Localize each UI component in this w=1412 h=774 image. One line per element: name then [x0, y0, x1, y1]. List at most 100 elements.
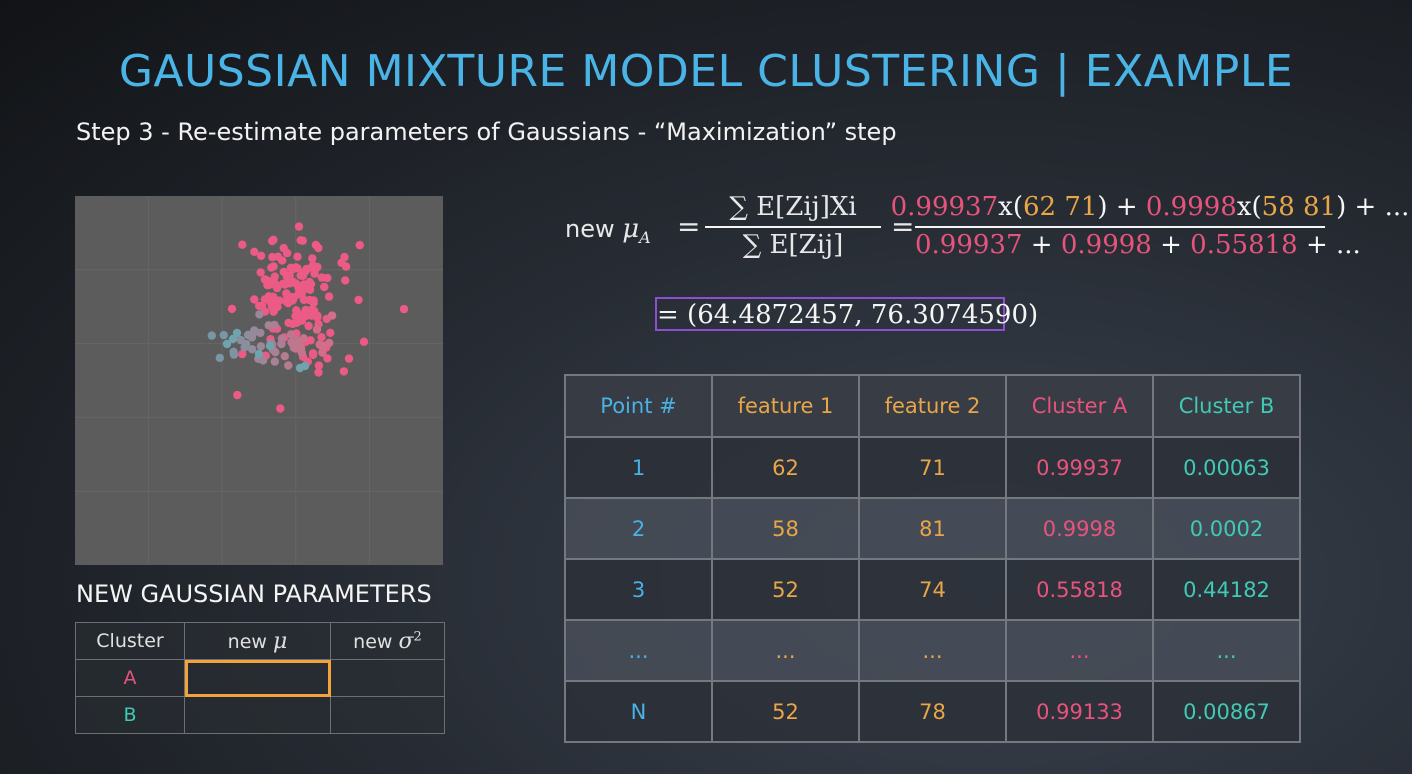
params-a-sigma-cell	[330, 659, 445, 697]
scatter-point	[258, 356, 268, 365]
table-cell: 0.99133	[1005, 680, 1154, 743]
scatter-point	[280, 352, 289, 361]
params-title: NEW GAUSSIAN PARAMETERS	[76, 580, 432, 608]
scatter-point	[270, 272, 279, 281]
table-cell: 2	[564, 497, 713, 560]
scatter-point	[296, 236, 305, 245]
scatter-plot	[75, 196, 443, 565]
scatter-point	[317, 333, 326, 342]
rhs-denominator-segment: 0.99937	[915, 229, 1023, 260]
scatter-point	[279, 243, 288, 253]
rhs-numerator-segment: 0.99937	[890, 192, 999, 222]
table-cell: 52	[711, 680, 860, 743]
table-cell: ...	[1005, 619, 1154, 682]
scatter-point	[275, 296, 284, 305]
params-b-mu-cell	[184, 696, 331, 734]
table-cell: 81	[858, 497, 1007, 560]
scatter-point	[248, 329, 257, 338]
rhs-denominator-segment: 0.55818	[1190, 229, 1298, 260]
scatter-point	[320, 282, 329, 292]
scatter-point	[266, 297, 275, 306]
scatter-point	[286, 330, 296, 339]
rhs-fraction: 0.99937x(62 71) + 0.9998x(58 81) + ... 0…	[891, 192, 1410, 260]
scatter-point	[269, 262, 278, 271]
scatter-point	[293, 252, 302, 261]
points-table: Point # feature 1 feature 2 Cluster A Cluste…	[564, 374, 1301, 743]
scatter-point	[256, 342, 266, 351]
rhs-denominator-segment: +	[1022, 229, 1061, 260]
scatter-svg	[75, 196, 443, 565]
table-cell: 0.55818	[1005, 558, 1154, 621]
rhs-numerator-segment: 62 71	[1022, 192, 1098, 222]
points-header-cell: Cluster B	[1152, 374, 1301, 438]
lhs-denominator: ∑ E[Zij]	[742, 229, 844, 260]
table-cell: ...	[711, 619, 860, 682]
params-header-sigma: new σ2	[330, 622, 445, 660]
params-b-sigma-cell	[330, 696, 445, 734]
scatter-point	[282, 289, 291, 298]
scatter-point	[298, 282, 308, 292]
scatter-point	[287, 337, 296, 347]
table-cell: 71	[858, 436, 1007, 499]
scatter-point	[215, 353, 224, 363]
table-cell: ...	[564, 619, 713, 682]
table-cell: ...	[858, 619, 1007, 682]
scatter-point	[318, 348, 327, 357]
params-header-cluster: Cluster	[75, 622, 185, 660]
scatter-point	[307, 305, 316, 314]
scatter-point	[269, 235, 278, 244]
scatter-point	[341, 276, 350, 285]
scatter-point	[315, 340, 324, 349]
rhs-numerator-segment: x(	[1236, 192, 1262, 222]
scatter-point	[255, 310, 264, 319]
scatter-point	[355, 240, 364, 250]
rhs-numerator-segment: 58 81	[1261, 192, 1337, 222]
formula-lhs-label: new μA	[565, 214, 651, 247]
scatter-point	[303, 264, 312, 274]
scatter-point	[278, 279, 288, 288]
scatter-point	[250, 247, 259, 256]
table-cell: 0.00063	[1152, 436, 1301, 499]
scatter-point	[248, 345, 257, 354]
table-row: 3 52 74 0.55818 0.44182	[564, 558, 1301, 621]
scatter-point	[291, 263, 301, 272]
scatter-point	[292, 306, 301, 315]
table-cell: N	[564, 680, 713, 743]
scatter-point	[269, 307, 278, 316]
scatter-point	[232, 328, 242, 338]
table-cell: 0.9998	[1005, 497, 1154, 560]
scatter-point	[265, 341, 275, 351]
scatter-point	[228, 334, 238, 344]
scatter-point	[300, 361, 310, 371]
rhs-numerator-segment: x(	[998, 192, 1023, 222]
scatter-point	[339, 367, 349, 376]
scatter-point	[238, 349, 247, 359]
scatter-point	[254, 349, 264, 359]
scatter-point	[308, 254, 317, 263]
table-row: N 52 78 0.99133 0.00867	[564, 680, 1301, 743]
scatter-point	[276, 404, 285, 413]
scatter-point	[308, 350, 318, 360]
scatter-point	[250, 295, 259, 304]
table-cell: 0.0002	[1152, 497, 1301, 560]
table-cell: 58	[711, 497, 860, 560]
scatter-point	[256, 328, 265, 338]
scatter-point	[323, 273, 332, 283]
scatter-point	[309, 298, 318, 308]
rhs-denominator-segment: +	[1151, 229, 1191, 260]
points-header-cell: Cluster A	[1005, 374, 1154, 438]
scatter-point	[222, 339, 232, 349]
scatter-point	[312, 325, 322, 334]
rhs-numerator-segment: ) + ...	[1336, 192, 1410, 222]
scatter-point	[344, 354, 354, 363]
rhs-numerator-segment: ) +	[1097, 192, 1146, 222]
table-cell: ...	[1152, 619, 1301, 682]
table-row: 1 62 71 0.99937 0.00063	[564, 436, 1301, 499]
points-header-cell: Point #	[564, 374, 713, 438]
table-cell: 0.99937	[1005, 436, 1154, 499]
table-row: ...............	[564, 619, 1301, 682]
scatter-point	[278, 256, 287, 265]
params-row-a-label: A	[75, 659, 185, 697]
table-cell: 1	[564, 436, 713, 499]
points-header-cell: feature 1	[711, 374, 860, 438]
